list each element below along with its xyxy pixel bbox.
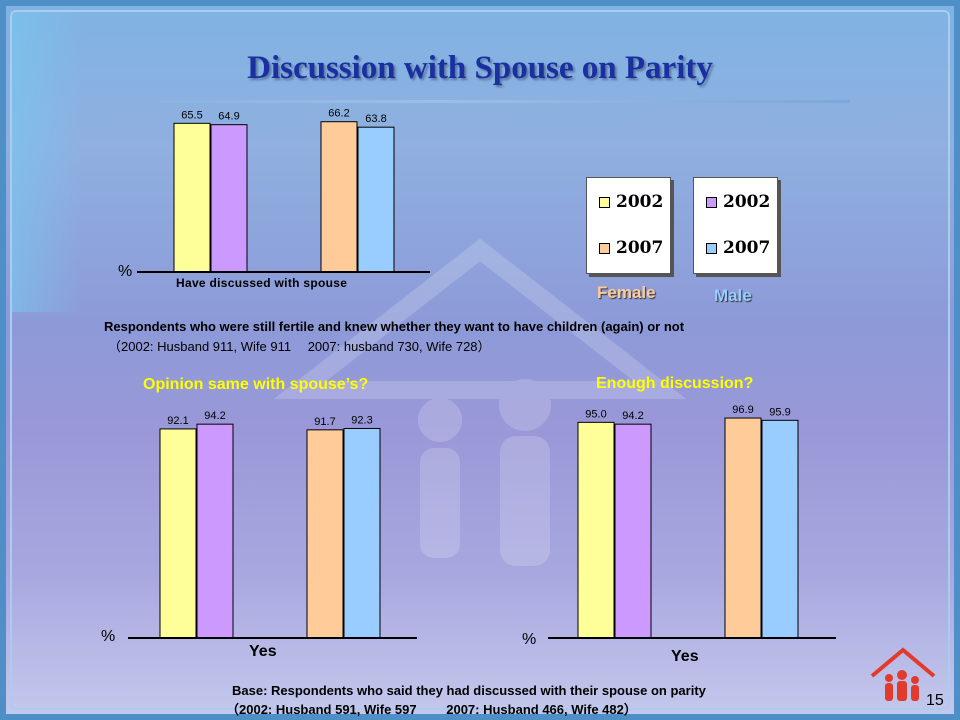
legend-swatch-female-2007: [599, 243, 610, 254]
data-label-1-female-2007: 66.2: [328, 108, 349, 120]
data-label-1-male-2002: 64.9: [218, 111, 239, 123]
respondents-sample-sizes: （2002: Husband 911, Wife 911 2007: husba…: [108, 339, 491, 354]
data-label-2-male-2002: 94.2: [204, 410, 225, 422]
chart-1-xlabel: Have discussed with spouse: [176, 276, 348, 290]
bar-1-female-2002: [173, 122, 211, 273]
chart-2-ylabel: %: [101, 628, 116, 645]
legend-male-2007: 2007: [706, 238, 770, 258]
decorative-glow: [12, 12, 82, 312]
page-title: Discussion with Spouse on Parity: [247, 50, 713, 86]
bar-2-male-2002: [196, 423, 234, 639]
data-label-1-female-2002: 65.5: [181, 109, 202, 121]
data-label-2-male-2007: 92.3: [351, 414, 372, 426]
data-label-2-female-2002: 92.1: [167, 415, 188, 427]
base-note: Base: Respondents who said they had disc…: [232, 683, 706, 698]
legend-female-label: Female: [597, 283, 656, 302]
bar-2-female-2007: [306, 429, 344, 639]
legend-male-2002: 2002: [706, 192, 770, 212]
legend-female-2007: 2007: [599, 238, 663, 258]
bar-2-female-2002: [159, 428, 197, 639]
chart-2-xlabel: Yes: [249, 643, 277, 660]
bar-3-male-2002: [614, 423, 652, 639]
bar-3-female-2007: [724, 417, 762, 639]
legend-swatch-male-2007: [706, 243, 717, 254]
bar-3-male-2007: [761, 419, 799, 639]
data-label-2-female-2007: 91.7: [314, 416, 335, 428]
bar-2-male-2007: [343, 427, 381, 639]
title-divider: [160, 100, 850, 103]
slide-inner-frame: [10, 10, 950, 710]
chart-3-xlabel: Yes: [671, 648, 699, 665]
respondents-note: Respondents who were still fertile and k…: [104, 319, 685, 334]
legend-swatch-male-2002: [706, 197, 717, 208]
chart-2-title: Opinion same with spouse’s?: [143, 376, 369, 393]
base-sample-sizes: （2002: Husband 591, Wife 597 2007: Husba…: [226, 702, 637, 717]
bar-1-male-2002: [210, 124, 248, 273]
legend-female-2002: 2002: [599, 192, 663, 212]
page-number: 15: [926, 692, 944, 709]
data-label-3-male-2007: 95.9: [769, 406, 790, 418]
legend-male-label: Male: [714, 286, 752, 305]
legend-female-box: 2002 2007: [586, 177, 671, 274]
data-label-3-male-2002: 94.2: [622, 410, 643, 422]
data-label-1-male-2007: 63.8: [365, 113, 386, 125]
chart-1-ylabel: %: [118, 263, 133, 280]
legend-male-box: 2002 2007: [693, 177, 778, 274]
legend-swatch-female-2002: [599, 197, 610, 208]
chart-3-ylabel: %: [522, 631, 537, 648]
data-label-3-female-2002: 95.0: [585, 408, 606, 420]
data-label-3-female-2007: 96.9: [732, 404, 753, 416]
bar-1-female-2007: [320, 121, 358, 273]
chart-3-title: Enough discussion?: [596, 375, 754, 392]
